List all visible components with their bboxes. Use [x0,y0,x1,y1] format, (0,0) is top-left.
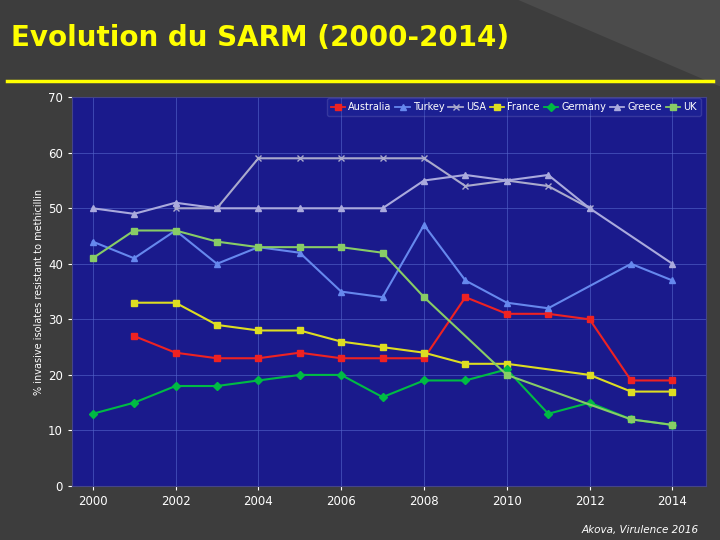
Polygon shape [518,0,720,86]
Text: Evolution du SARM (2000-2014): Evolution du SARM (2000-2014) [11,24,509,52]
Y-axis label: % invasive isolates resistant to methicillin: % invasive isolates resistant to methici… [34,188,44,395]
Text: Akova, Virulence 2016: Akova, Virulence 2016 [581,524,698,535]
Legend: Australia, Turkey, USA, France, Germany, Greece, UK: Australia, Turkey, USA, France, Germany,… [327,98,701,116]
